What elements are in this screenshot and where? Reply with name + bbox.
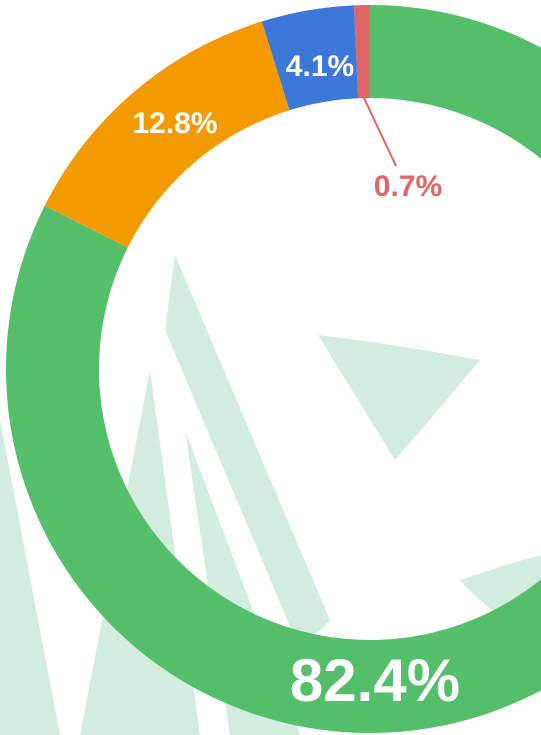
- value-label: 82.4%: [290, 647, 460, 714]
- value-label: 12.8%: [132, 107, 217, 140]
- page: {"chart_data": {"type": "donut", "values…: [0, 0, 541, 735]
- value-label: 0.7%: [374, 170, 442, 203]
- chart: 82.4% 12.8% 4.1% 0.7%: [0, 0, 541, 735]
- value-label: 4.1%: [286, 50, 354, 83]
- leader-line: [364, 98, 396, 166]
